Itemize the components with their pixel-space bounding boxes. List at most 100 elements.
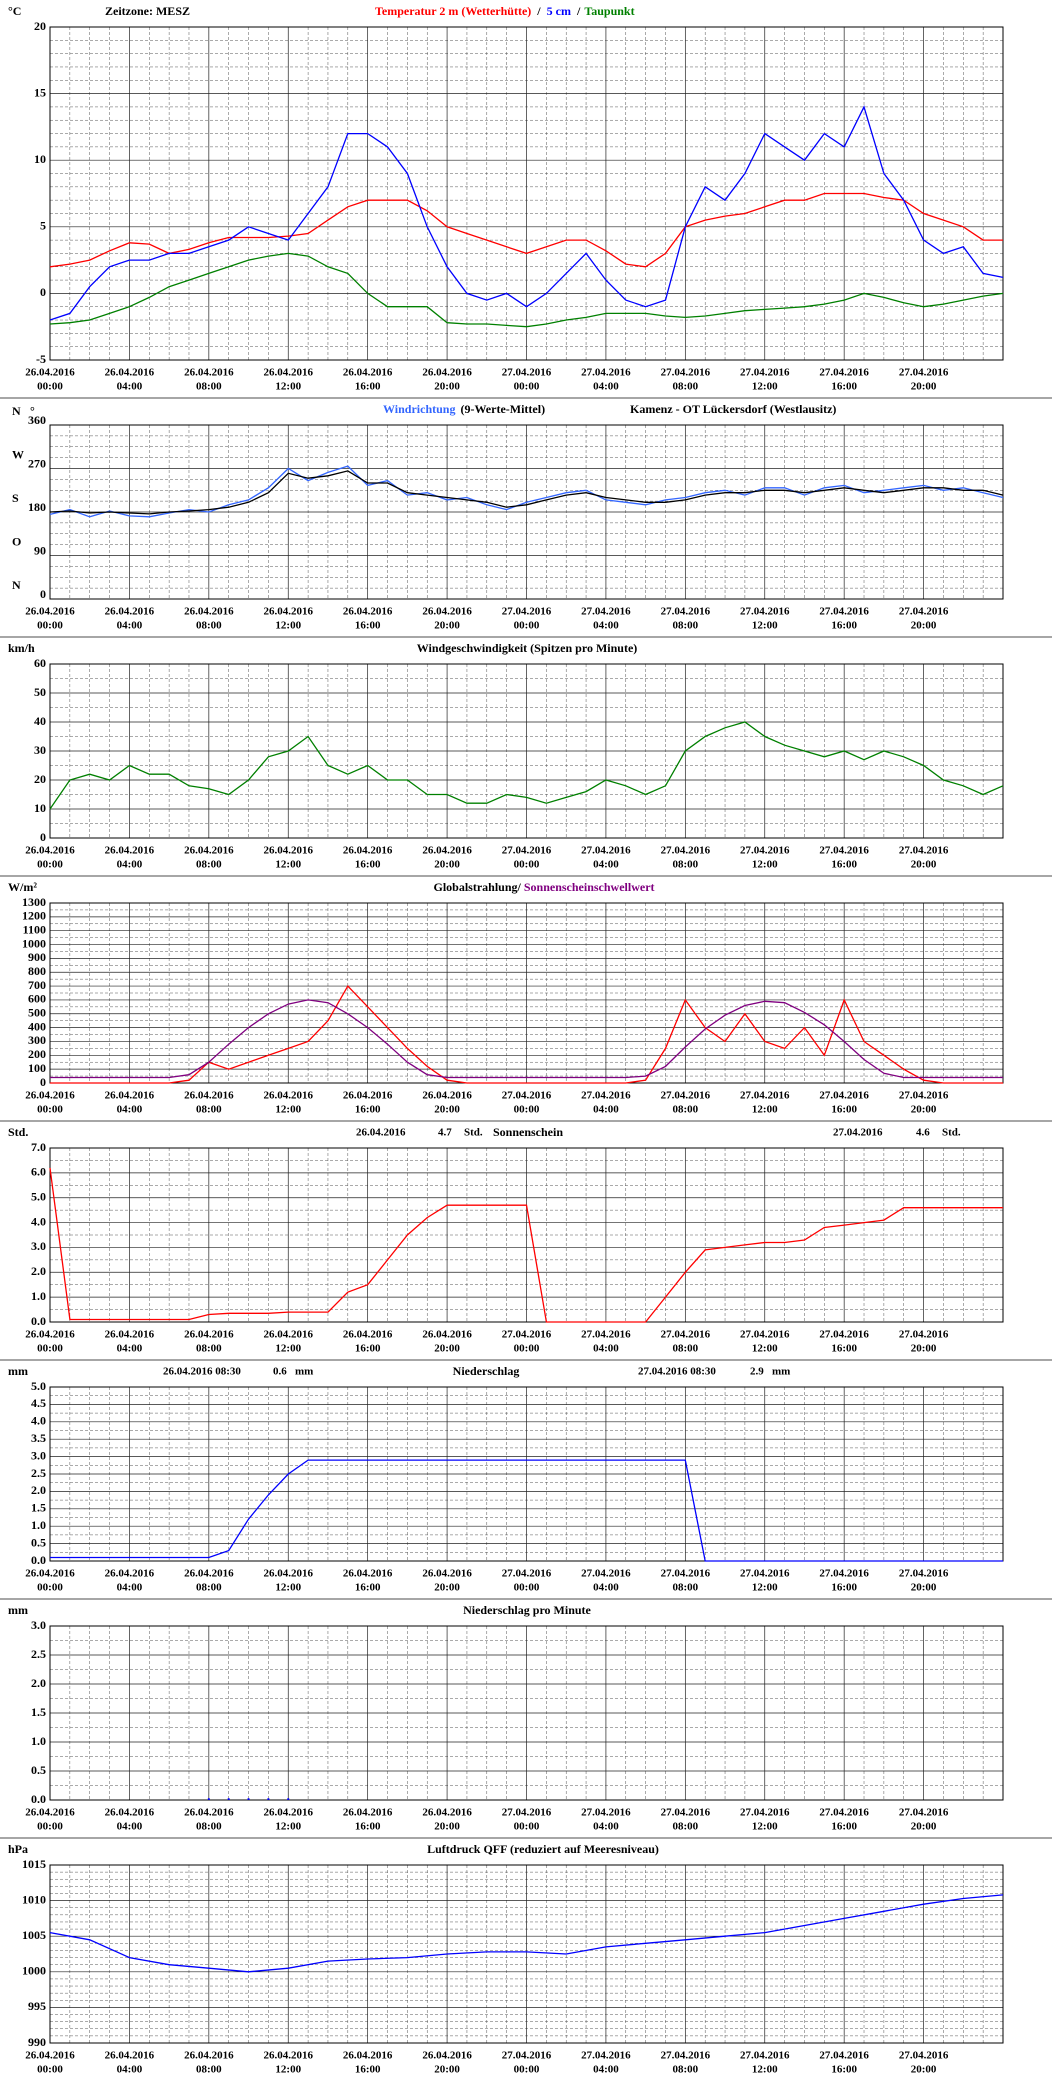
annotation-unit: mm xyxy=(772,1366,790,1378)
x-tick-date: 26.04.2016 xyxy=(264,1807,314,1819)
x-tick-time: 16:00 xyxy=(355,1582,381,1594)
plot-frame xyxy=(49,1864,1004,2044)
x-tick-time: 12:00 xyxy=(752,2064,778,2076)
y-tick-label: 100 xyxy=(28,1061,46,1075)
y-tick-label: 180 xyxy=(28,500,46,514)
x-tick-time: 16:00 xyxy=(831,1104,857,1116)
x-tick-date: 26.04.2016 xyxy=(343,1329,393,1341)
annotation-unit: mm xyxy=(295,1366,313,1378)
compass-label: N xyxy=(12,404,21,418)
x-tick-time: 20:00 xyxy=(434,1582,460,1594)
x-tick-date: 27.04.2016 xyxy=(661,367,711,379)
x-tick-date: 27.04.2016 xyxy=(899,606,949,618)
x-tick-date: 26.04.2016 xyxy=(184,1568,234,1580)
x-tick-date: 27.04.2016 xyxy=(740,1807,790,1819)
x-tick-time: 08:00 xyxy=(196,859,222,871)
x-tick-date: 27.04.2016 xyxy=(502,845,552,857)
x-tick-time: 16:00 xyxy=(831,859,857,871)
y-tick-label: 20 xyxy=(34,19,46,33)
x-tick-date: 27.04.2016 xyxy=(502,1568,552,1580)
chart-title: Windgeschwindigkeit (Spitzen pro Minute) xyxy=(417,641,638,655)
y-tick-label: 1200 xyxy=(22,909,46,923)
x-tick-time: 16:00 xyxy=(355,859,381,871)
y-tick-label: 360 xyxy=(28,413,46,427)
plot-frame xyxy=(49,1625,1004,1801)
legend-item: (9-Werte-Mittel) xyxy=(460,402,545,416)
legend-item: Temperatur 2 m (Wetterhütte) xyxy=(375,4,531,18)
legend-item: Taupunkt xyxy=(584,4,634,18)
x-tick-date: 26.04.2016 xyxy=(25,367,75,379)
legend-text: Temperatur 2 m (Wetterhütte)/5 cm / Taupun… xyxy=(375,4,635,18)
plot-frame xyxy=(49,1147,1004,1323)
y-tick-label: 1000 xyxy=(22,936,46,950)
x-tick-time: 00:00 xyxy=(37,1821,63,1833)
y-tick-label: 5.0 xyxy=(31,1189,46,1203)
y-tick-label: 50 xyxy=(34,685,46,699)
x-tick-time: 00:00 xyxy=(37,2064,63,2076)
series-line xyxy=(50,999,1003,1079)
series-line xyxy=(50,1459,1003,1562)
x-tick-date: 27.04.2016 xyxy=(819,1329,869,1341)
y-tick-label: 995 xyxy=(28,1999,46,2013)
x-tick-time: 08:00 xyxy=(196,1343,222,1355)
x-tick-time: 00:00 xyxy=(514,1821,540,1833)
x-tick-date: 27.04.2016 xyxy=(502,2050,552,2062)
x-tick-date: 26.04.2016 xyxy=(264,367,314,379)
bar xyxy=(207,1798,210,1800)
x-tick-date: 27.04.2016 xyxy=(740,606,790,618)
compass-label: S xyxy=(12,491,19,505)
x-tick-time: 16:00 xyxy=(831,1821,857,1833)
x-tick-date: 27.04.2016 xyxy=(740,845,790,857)
y-tick-label: 3.0 xyxy=(31,1239,46,1253)
x-tick-date: 26.04.2016 xyxy=(422,2050,472,2062)
series-line xyxy=(49,105,1004,321)
x-tick-time: 04:00 xyxy=(593,1821,619,1833)
y-tick-label: 6.0 xyxy=(31,1165,46,1179)
x-tick-date: 26.04.2016 xyxy=(343,1568,393,1580)
y-tick-label: 0 xyxy=(40,1075,46,1089)
x-tick-date: 26.04.2016 xyxy=(184,2050,234,2062)
x-tick-date: 27.04.2016 xyxy=(819,1090,869,1102)
x-tick-time: 00:00 xyxy=(514,620,540,632)
y-tick-label: 0 xyxy=(40,285,46,299)
y-tick-label: 1010 xyxy=(22,1892,46,1906)
x-tick-date: 27.04.2016 xyxy=(899,2050,949,2062)
x-tick-time: 08:00 xyxy=(196,1821,222,1833)
y-tick-label: 7.0 xyxy=(31,1140,46,1154)
annotation-unit: Std. xyxy=(464,1127,483,1139)
y-unit: W/m² xyxy=(8,880,37,894)
x-tick-date: 27.04.2016 xyxy=(502,367,552,379)
x-tick-time: 12:00 xyxy=(275,859,301,871)
bar xyxy=(227,1798,230,1800)
x-tick-time: 20:00 xyxy=(911,381,937,393)
x-tick-time: 20:00 xyxy=(911,1582,937,1594)
x-tick-date: 27.04.2016 xyxy=(502,1090,552,1102)
x-tick-time: 16:00 xyxy=(355,1104,381,1116)
series-line xyxy=(49,465,1004,518)
legend-item: Sonnenscheinschwellwert xyxy=(524,880,655,894)
x-tick-time: 16:00 xyxy=(831,620,857,632)
annotation-value: 4.7 xyxy=(438,1127,452,1139)
x-tick-date: 26.04.2016 xyxy=(264,606,314,618)
y-tick-label: 1100 xyxy=(23,922,46,936)
x-tick-time: 08:00 xyxy=(672,1582,698,1594)
x-tick-time: 12:00 xyxy=(275,620,301,632)
x-tick-time: 00:00 xyxy=(37,1582,63,1594)
x-tick-date: 26.04.2016 xyxy=(422,1329,472,1341)
x-tick-time: 08:00 xyxy=(196,1104,222,1116)
x-tick-date: 26.04.2016 xyxy=(422,1568,472,1580)
x-tick-date: 26.04.2016 xyxy=(343,606,393,618)
x-tick-time: 08:00 xyxy=(196,2064,222,2076)
legend-item: Globalstrahlung/ xyxy=(433,880,521,894)
x-tick-date: 26.04.2016 xyxy=(184,1329,234,1341)
x-tick-time: 20:00 xyxy=(434,859,460,871)
y-tick-label: 2.5 xyxy=(31,1466,46,1480)
x-tick-time: 04:00 xyxy=(117,1821,143,1833)
plot-frame xyxy=(49,663,1004,839)
y-tick-label: 5 xyxy=(40,219,46,233)
plot-frame xyxy=(49,26,1004,361)
x-tick-date: 27.04.2016 xyxy=(819,606,869,618)
x-tick-time: 04:00 xyxy=(117,1582,143,1594)
